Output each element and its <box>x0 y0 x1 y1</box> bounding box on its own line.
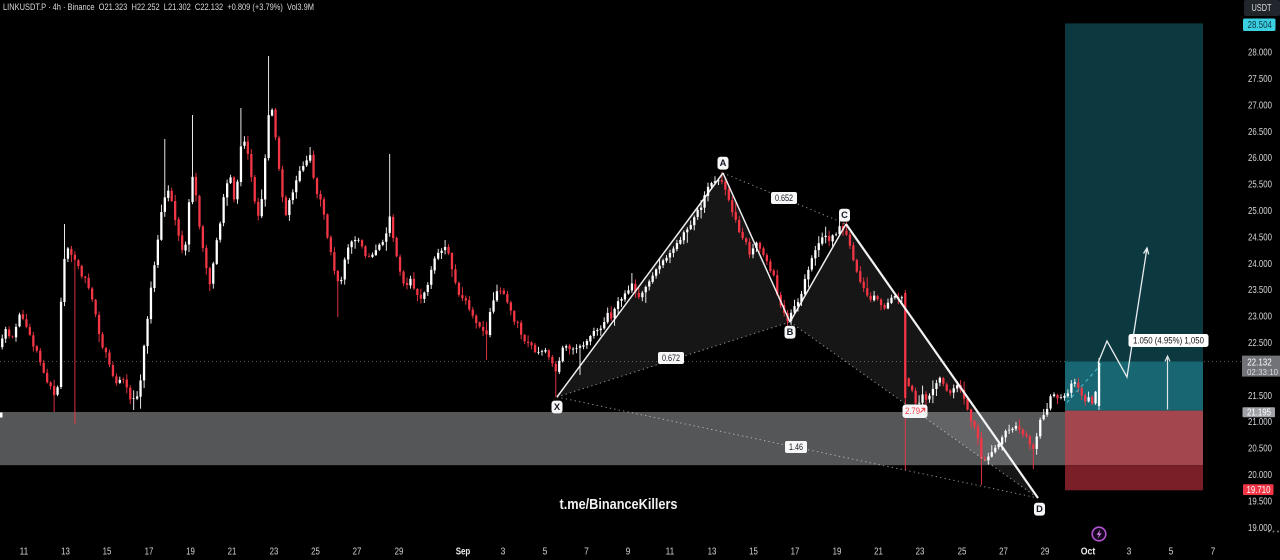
svg-text:5: 5 <box>543 546 548 557</box>
svg-text:USDT: USDT <box>1252 3 1272 14</box>
svg-text:19.000: 19.000 <box>1248 523 1272 534</box>
svg-text:9: 9 <box>626 546 631 557</box>
svg-text:15: 15 <box>749 546 758 557</box>
svg-text:26.000: 26.000 <box>1248 153 1272 164</box>
svg-text:24.500: 24.500 <box>1248 232 1272 243</box>
svg-text:0.672: 0.672 <box>662 353 680 363</box>
svg-text:23: 23 <box>270 546 279 557</box>
svg-text:7: 7 <box>1211 546 1216 557</box>
svg-text:21.195: 21.195 <box>1247 408 1271 419</box>
svg-text:13: 13 <box>708 546 717 557</box>
svg-text:1.050 (4.95%) 1,050: 1.050 (4.95%) 1,050 <box>1133 335 1204 345</box>
svg-text:20.500: 20.500 <box>1248 444 1272 455</box>
svg-text:26.500: 26.500 <box>1248 127 1272 138</box>
svg-text:22.500: 22.500 <box>1248 338 1272 349</box>
svg-text:25: 25 <box>311 546 320 557</box>
svg-text:C: C <box>841 210 848 220</box>
svg-text:D: D <box>1036 504 1043 514</box>
svg-text:02:33:10: 02:33:10 <box>1247 368 1278 377</box>
svg-text:19: 19 <box>186 546 195 557</box>
svg-text:19.710: 19.710 <box>1247 485 1271 496</box>
svg-text:25.000: 25.000 <box>1248 206 1272 217</box>
svg-text:17: 17 <box>145 546 154 557</box>
svg-text:27: 27 <box>999 546 1008 557</box>
svg-text:23.000: 23.000 <box>1248 312 1272 323</box>
svg-text:Sep: Sep <box>456 546 471 557</box>
svg-text:B: B <box>787 327 794 337</box>
svg-text:23.500: 23.500 <box>1248 285 1272 296</box>
svg-text:7: 7 <box>584 546 589 557</box>
svg-text:Oct: Oct <box>1081 546 1096 557</box>
svg-text:15: 15 <box>103 546 112 557</box>
svg-text:3: 3 <box>1127 546 1132 557</box>
svg-text:25.500: 25.500 <box>1248 180 1272 191</box>
svg-text:21.500: 21.500 <box>1248 391 1272 402</box>
svg-text:27: 27 <box>353 546 362 557</box>
svg-text:21.000: 21.000 <box>1248 417 1272 428</box>
svg-text:19.500: 19.500 <box>1248 496 1272 507</box>
svg-text:11: 11 <box>666 546 675 557</box>
svg-text:28.504: 28.504 <box>1248 20 1273 31</box>
svg-text:21: 21 <box>228 546 237 557</box>
svg-text:A: A <box>720 158 727 168</box>
svg-text:28.000: 28.000 <box>1248 48 1272 59</box>
svg-text:0.652: 0.652 <box>775 193 793 203</box>
svg-text:21: 21 <box>874 546 883 557</box>
svg-text:13: 13 <box>61 546 70 557</box>
svg-text:5: 5 <box>1169 546 1174 557</box>
svg-text:29: 29 <box>395 546 404 557</box>
svg-text:1.46: 1.46 <box>789 442 803 452</box>
svg-text:2.79: 2.79 <box>905 406 920 416</box>
svg-text:17: 17 <box>791 546 800 557</box>
svg-text:11: 11 <box>20 546 29 557</box>
svg-text:19: 19 <box>833 546 842 557</box>
svg-text:25: 25 <box>958 546 967 557</box>
svg-text:X: X <box>554 402 561 412</box>
svg-text:LINKUSDT.P · 4h · Binance O21: LINKUSDT.P · 4h · Binance O21.323 H22.25… <box>3 2 314 12</box>
svg-text:27.500: 27.500 <box>1248 74 1272 85</box>
svg-text:27.000: 27.000 <box>1248 100 1272 111</box>
svg-text:20.000: 20.000 <box>1248 470 1272 481</box>
svg-text:23: 23 <box>916 546 925 557</box>
svg-text:t.me/BinanceKillers: t.me/BinanceKillers <box>560 496 678 513</box>
svg-text:24.000: 24.000 <box>1248 259 1272 270</box>
svg-text:22.132: 22.132 <box>1247 357 1272 368</box>
svg-text:3: 3 <box>501 546 506 557</box>
svg-text:29: 29 <box>1041 546 1050 557</box>
